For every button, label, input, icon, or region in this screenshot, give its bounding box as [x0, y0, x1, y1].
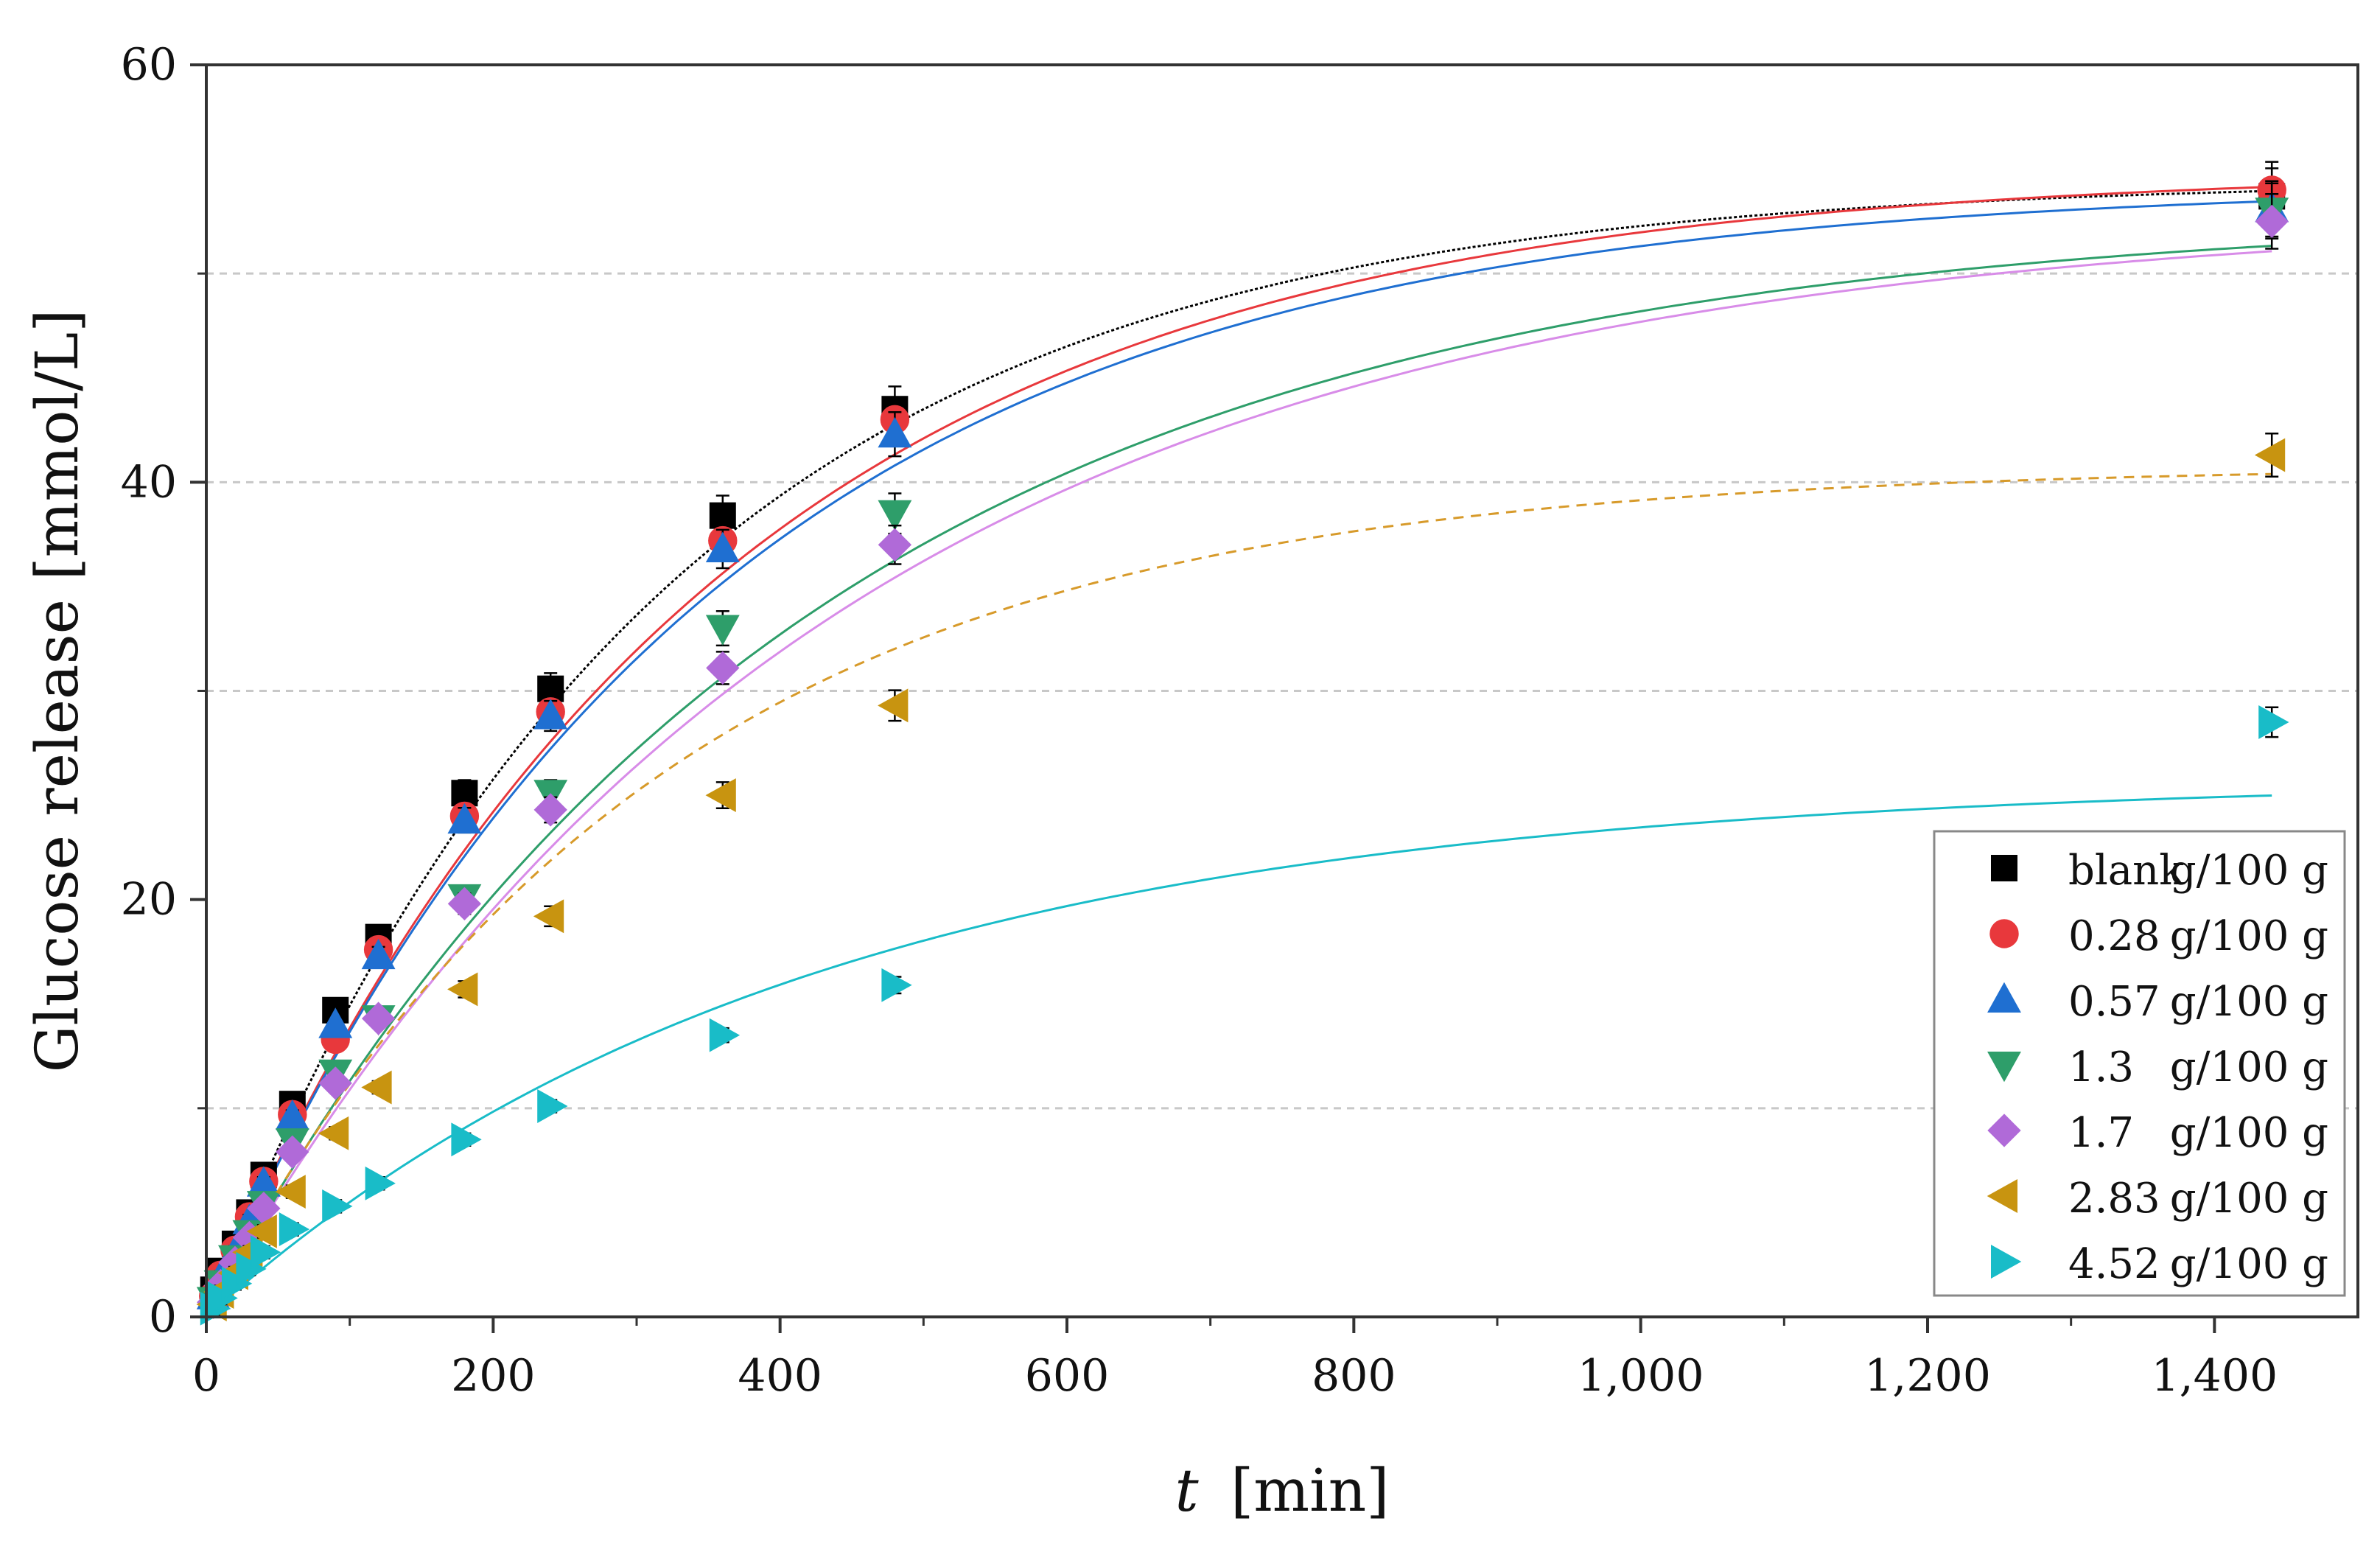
data-point-2.83 — [318, 1116, 349, 1150]
legend-label: 0.28 — [2068, 912, 2160, 960]
x-tick-label: 1,400 — [2151, 1350, 2278, 1402]
data-point-1.7 — [878, 528, 912, 562]
data-point-1.3 — [878, 500, 912, 531]
x-axis-title: t [min] — [1175, 1456, 1390, 1525]
legend-item-0.28: 0.28 g/100 g — [1989, 912, 2328, 960]
y-tick-label: 40 — [121, 456, 177, 508]
data-point-4.52 — [537, 1089, 568, 1123]
legend-marker — [1989, 919, 2019, 948]
data-point-2.83 — [533, 899, 564, 934]
legend-label: 0.57 — [2068, 978, 2160, 1026]
data-point-0.57 — [361, 938, 396, 970]
y-axis-title-group: Glucose release [mmol/L] — [23, 310, 91, 1073]
data-point-4.52 — [279, 1212, 310, 1247]
data-point-1.7 — [533, 793, 567, 827]
data-point-2.83 — [878, 688, 909, 723]
data-point-2.83 — [361, 1070, 392, 1105]
data-point-2.83 — [2254, 438, 2286, 472]
data-point-4.52 — [709, 1018, 741, 1052]
data-point-0.57 — [533, 699, 568, 730]
data-point-2.83 — [275, 1175, 306, 1209]
data-point-blank — [451, 780, 478, 807]
data-point-4.52 — [451, 1122, 482, 1157]
series-4.52 — [200, 705, 2289, 1326]
data-point-4.52 — [322, 1189, 353, 1223]
legend-unit: g/100 g — [2170, 847, 2328, 895]
legend-unit: g/100 g — [2170, 912, 2328, 960]
data-point-1.7 — [318, 1066, 352, 1100]
x-tick-label: 1,000 — [1578, 1350, 1704, 1402]
fit-curve-1.7 — [205, 250, 2272, 1318]
fit-curve-2.83 — [205, 472, 2272, 1318]
axis-ticks: 0 200 400 600 800 1,000 1,200 1,400 0 20 40 60 — [121, 39, 2278, 1402]
legend-item-0.57: 0.57 g/100 g — [1987, 978, 2328, 1026]
legend-unit: g/100 g — [2170, 1109, 2328, 1157]
legend-label: 1.7 — [2068, 1109, 2134, 1157]
data-point-4.52 — [2258, 705, 2289, 739]
data-point-4.52 — [881, 968, 912, 1002]
legend-unit: g/100 g — [2170, 1175, 2328, 1223]
data-point-2.83 — [246, 1214, 277, 1248]
y-tick-label: 0 — [149, 1291, 177, 1343]
legend-marker — [1987, 1114, 2021, 1147]
legend-item-2.83: 2.83 g/100 g — [1987, 1175, 2328, 1223]
data-point-2.83 — [447, 972, 478, 1007]
legend-label: 2.83 — [2068, 1175, 2160, 1223]
fit-curve-0.57 — [205, 200, 2272, 1318]
data-point-0.57 — [878, 416, 912, 448]
legend-marker — [1987, 982, 2021, 1013]
y-tick-label: 60 — [121, 39, 177, 91]
data-point-1.7 — [276, 1135, 309, 1169]
data-point-1.3 — [705, 615, 740, 646]
data-points — [196, 161, 2289, 1326]
data-point-0.57 — [318, 1007, 353, 1038]
legend-unit: g/100 g — [2170, 1044, 2328, 1091]
data-point-2.83 — [705, 778, 736, 813]
fit-curve-4.52 — [206, 794, 2272, 1318]
legend-marker — [1987, 1052, 2021, 1083]
data-point-1.7 — [706, 651, 740, 685]
x-axis-variable: t — [1175, 1456, 1200, 1525]
legend-label: 4.52 — [2068, 1240, 2160, 1288]
legend-unit: g/100 g — [2170, 978, 2328, 1026]
data-point-1.7 — [447, 887, 482, 920]
legend-item-1.7: 1.7 g/100 g — [1987, 1109, 2328, 1157]
x-tick-label: 600 — [1025, 1350, 1110, 1402]
x-tick-label: 1,200 — [1864, 1350, 1991, 1402]
legend-item-1.3: 1.3 g/100 g — [1987, 1044, 2328, 1091]
y-axis-title: Glucose release [mmol/L] — [23, 310, 91, 1073]
x-tick-label: 200 — [451, 1350, 536, 1402]
data-point-1.7 — [361, 1002, 396, 1035]
data-point-0.57 — [705, 531, 740, 562]
x-tick-label: 0 — [192, 1350, 220, 1402]
x-tick-label: 800 — [1312, 1350, 1396, 1402]
legend-marker — [1991, 1245, 2022, 1279]
data-point-4.52 — [365, 1166, 396, 1200]
fit-curve-1.3 — [205, 245, 2272, 1318]
y-tick-label: 20 — [121, 874, 177, 926]
data-point-0.57 — [447, 803, 482, 834]
data-point-1.7 — [2255, 204, 2289, 239]
x-axis-unit: [min] — [1231, 1456, 1389, 1525]
legend-marker — [1987, 1179, 2017, 1213]
data-point-4.52 — [250, 1235, 281, 1270]
legend-label: blank — [2068, 847, 2185, 895]
legend-label: 1.3 — [2068, 1044, 2134, 1091]
legend-unit: g/100 g — [2170, 1240, 2328, 1288]
legend-marker — [1991, 855, 2017, 881]
x-tick-label: 400 — [738, 1350, 822, 1402]
legend-item-4.52: 4.52 g/100 g — [1991, 1240, 2328, 1288]
fit-curve-0.28 — [205, 186, 2272, 1318]
